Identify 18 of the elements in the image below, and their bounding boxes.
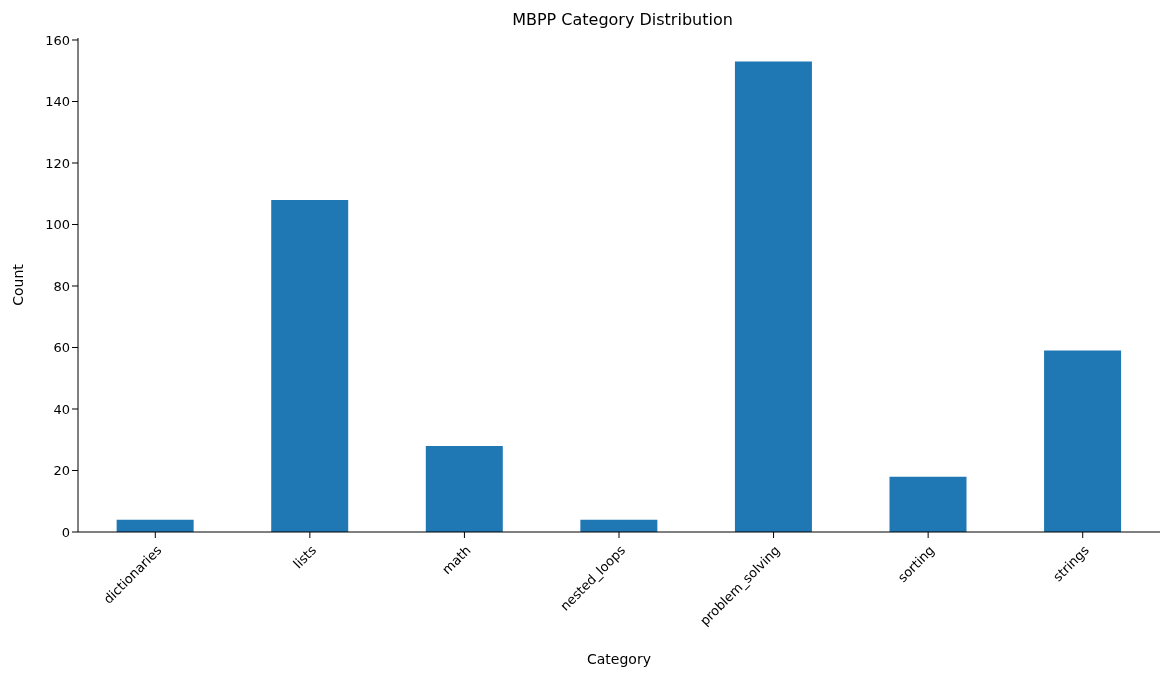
chart-title: MBPP Category Distribution: [511, 10, 734, 29]
y-tick-label: 140: [45, 94, 70, 110]
bar: [734, 61, 812, 532]
y-tick-label: 40: [53, 401, 70, 417]
y-tick-label: 60: [53, 340, 70, 356]
y-tick-label: 100: [45, 217, 70, 233]
x-axis-title: Category: [587, 651, 651, 667]
y-axis-title: Count: [9, 263, 26, 306]
bar: [271, 199, 349, 532]
y-tick-label: 20: [53, 463, 70, 479]
y-tick-label: 0: [61, 524, 70, 540]
y-tick-label: 120: [45, 155, 70, 171]
bar: [425, 445, 503, 532]
bar: [1044, 350, 1122, 532]
y-tick-label: 80: [53, 278, 70, 294]
bar: [889, 476, 967, 532]
x-tick-label: lists: [290, 542, 320, 572]
y-tick-label: 160: [45, 32, 70, 48]
